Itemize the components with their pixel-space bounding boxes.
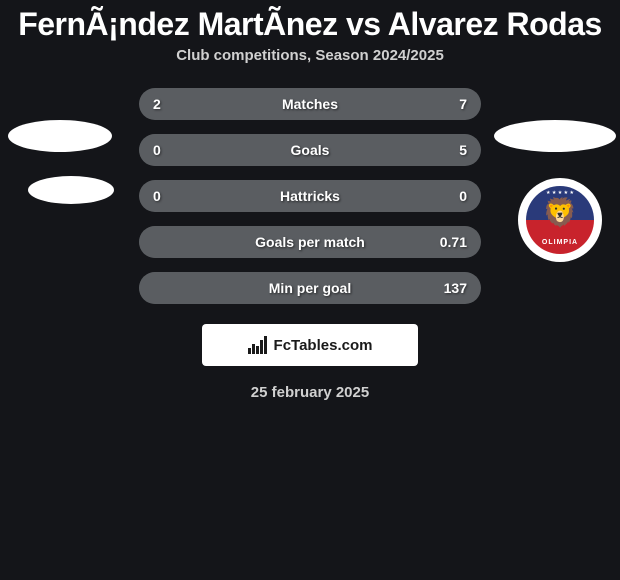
olimpia-lion-icon: 🦁 bbox=[543, 196, 578, 229]
olimpia-text: OLIMPIA bbox=[542, 239, 578, 246]
stat-right-value: 7 bbox=[459, 96, 467, 112]
footer-brand-badge: FcTables.com bbox=[202, 324, 418, 366]
team-left-logo-1 bbox=[8, 120, 112, 152]
stat-row: 2 Matches 7 bbox=[139, 88, 481, 120]
stat-fill-left bbox=[139, 134, 153, 166]
stat-label: Goals bbox=[291, 142, 330, 158]
team-left-logo-2 bbox=[28, 176, 114, 204]
team-right-logo-2: ★ ★ ★ ★ ★ 🦁 OLIMPIA bbox=[518, 178, 602, 262]
stat-right-value: 5 bbox=[459, 142, 467, 158]
stat-row: Min per goal 137 bbox=[139, 272, 481, 304]
stat-label: Min per goal bbox=[269, 280, 351, 296]
stat-label: Goals per match bbox=[255, 234, 365, 250]
stat-right-value: 137 bbox=[444, 280, 467, 296]
stat-fill-right bbox=[214, 88, 481, 120]
stat-fill-left bbox=[139, 272, 153, 304]
page-title: FernÃ¡ndez MartÃ­nez vs Alvarez Rodas bbox=[0, 0, 620, 47]
stat-label: Matches bbox=[282, 96, 338, 112]
stat-left-value: 0 bbox=[153, 188, 161, 204]
chart-icon bbox=[248, 336, 270, 354]
stat-row: 0 Hattricks 0 bbox=[139, 180, 481, 212]
stat-right-value: 0 bbox=[459, 188, 467, 204]
stat-right-value: 0.71 bbox=[440, 234, 467, 250]
stat-fill-left bbox=[139, 226, 153, 258]
footer-brand-text: FcTables.com bbox=[274, 337, 373, 354]
stat-row: 0 Goals 5 bbox=[139, 134, 481, 166]
stat-left-value: 0 bbox=[153, 142, 161, 158]
olimpia-badge: ★ ★ ★ ★ ★ 🦁 OLIMPIA bbox=[526, 186, 594, 254]
page-subtitle: Club competitions, Season 2024/2025 bbox=[0, 47, 620, 88]
stat-label: Hattricks bbox=[280, 188, 340, 204]
team-right-logo-1 bbox=[494, 120, 616, 152]
footer-date: 25 february 2025 bbox=[0, 384, 620, 401]
stat-left-value: 2 bbox=[153, 96, 161, 112]
stat-fill-left bbox=[139, 88, 214, 120]
stat-row: Goals per match 0.71 bbox=[139, 226, 481, 258]
